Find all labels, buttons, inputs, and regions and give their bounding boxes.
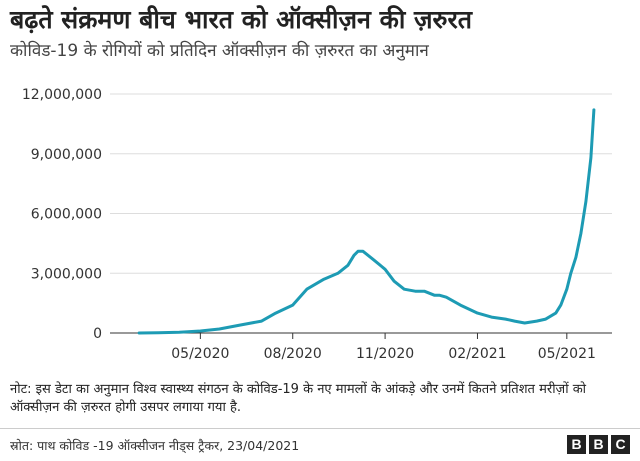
bbc-logo-letter: B (589, 435, 608, 454)
y-tick-label: 6,000,000 (31, 207, 102, 223)
y-tick-label: 0 (93, 326, 102, 342)
x-tick-label: 05/2021 (538, 346, 596, 362)
bbc-logo-letter: B (567, 435, 586, 454)
y-tick-label: 12,000,000 (22, 87, 102, 103)
x-tick-label: 08/2020 (264, 346, 322, 362)
bbc-logo-letter: C (611, 435, 630, 454)
series-line (137, 108, 596, 335)
y-tick-label: 9,000,000 (31, 147, 102, 163)
x-tick-label: 11/2020 (356, 346, 414, 362)
chart-source: स्रोत: पाथ कोविड -19 ऑक्सीजन नीड्स ट्रैक… (10, 438, 300, 453)
y-tick-label: 3,000,000 (31, 266, 102, 282)
x-tick-label: 02/2021 (448, 346, 506, 362)
chart-title: बढ़ते संक्रमण बीच भारत को ऑक्सीज़न की ज़… (10, 5, 472, 34)
chart-note: नोट: इस डेटा का अनुमान विश्व स्वास्थ्य स… (10, 382, 587, 415)
chart-subtitle: कोविड-19 के रोगियों को प्रतिदिन ऑक्सीज़न… (10, 41, 429, 61)
x-tick-label: 05/2020 (171, 346, 229, 362)
oxygen-demand-line-chart: 0 3,000,000 6,000,000 9,000,000 12,000,000 05… (22, 87, 612, 362)
bbc-logo: B B C (567, 435, 630, 454)
footer-divider (0, 428, 640, 429)
